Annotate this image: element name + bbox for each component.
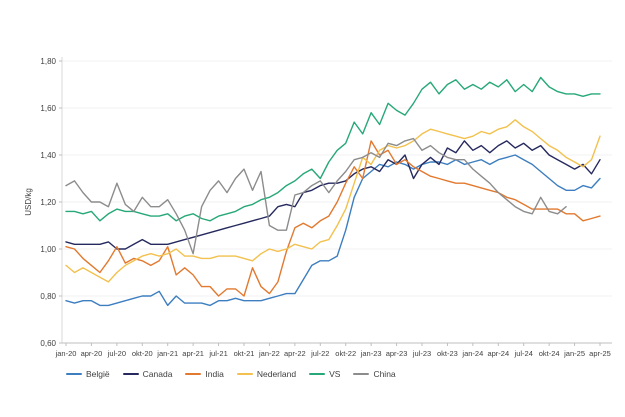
y-axis-title: USD/kg: [24, 188, 33, 216]
legend-swatch-belgië: [66, 373, 82, 375]
x-tick-label: apr-24: [487, 349, 509, 358]
x-tick-label: jul-23: [412, 349, 431, 358]
x-tick-label: apr-22: [284, 349, 306, 358]
x-tick-label: jul-21: [208, 349, 227, 358]
legend-swatch-nederland: [236, 373, 253, 375]
legend-label: België: [86, 369, 110, 379]
x-tick-label: apr-20: [81, 349, 103, 358]
x-tick-label: okt-23: [437, 349, 458, 358]
x-tick-label: jan-20: [55, 349, 77, 358]
x-tick-label: jan-21: [156, 349, 178, 358]
x-tick-label: jan-25: [563, 349, 585, 358]
x-tick-label: jul-24: [514, 349, 533, 358]
y-tick-label: 1,80: [40, 57, 56, 66]
legend-label: India: [205, 369, 224, 379]
legend-item-china: China: [353, 369, 396, 379]
chart-legend: België Canada India Nederland VS China: [66, 369, 396, 379]
legend-label: Nederland: [256, 369, 297, 379]
legend-item-nederland: Nederland: [236, 369, 297, 379]
x-tick-label: okt-20: [132, 349, 153, 358]
y-tick-label: 0,80: [40, 292, 56, 301]
legend-label: VS: [329, 369, 341, 379]
y-tick-label: 1,40: [40, 151, 56, 160]
series-line-india: [65, 140, 601, 297]
x-tick-label: jul-22: [310, 349, 329, 358]
y-tick-label: 1,00: [40, 245, 56, 254]
series-line-nederland: [65, 119, 601, 283]
legend-label: Canada: [142, 369, 173, 379]
x-tick-label: apr-25: [589, 349, 611, 358]
legend-item-canada: Canada: [122, 369, 173, 379]
x-tick-label: jan-23: [360, 349, 382, 358]
y-tick-label: 1,20: [40, 198, 56, 207]
legend-item-vs: VS: [309, 369, 340, 379]
series-line-canada: [65, 140, 601, 250]
legend-swatch-china: [353, 373, 370, 375]
legend-swatch-canada: [122, 373, 139, 375]
series-line-vs: [65, 76, 601, 222]
legend-item-india: India: [185, 369, 224, 379]
legend-swatch-india: [185, 373, 202, 375]
x-tick-label: jul-20: [107, 349, 126, 358]
x-tick-label: okt-24: [539, 349, 560, 358]
legend-swatch-vs: [309, 373, 326, 375]
y-tick-label: 1,60: [40, 104, 56, 113]
legend-label: China: [373, 369, 396, 379]
legend-item-belgië: België: [66, 369, 110, 379]
x-tick-label: jan-22: [258, 349, 280, 358]
x-tick-label: apr-23: [386, 349, 408, 358]
x-tick-label: jan-24: [461, 349, 483, 358]
series-line-china: [65, 137, 567, 255]
x-tick-label: okt-22: [335, 349, 356, 358]
y-tick-label: 0,60: [40, 339, 56, 348]
x-tick-label: apr-21: [182, 349, 204, 358]
series-line-belgië: [65, 154, 601, 307]
x-tick-label: okt-21: [234, 349, 255, 358]
